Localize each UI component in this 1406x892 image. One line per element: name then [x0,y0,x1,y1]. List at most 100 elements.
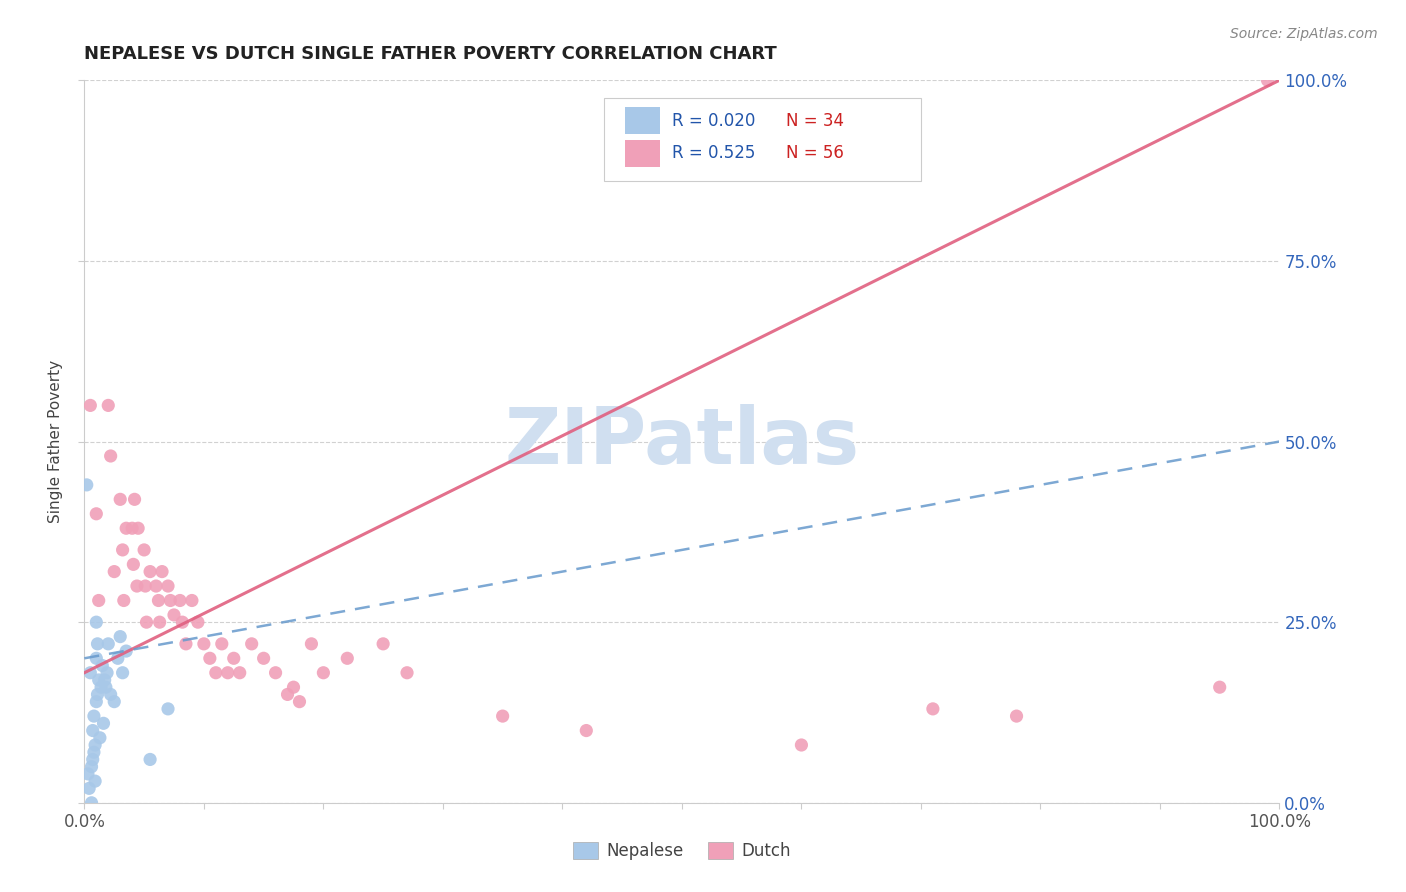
Point [222,651,245,665]
Point [135,615,157,630]
Point [84,774,107,789]
Text: R = 0.525: R = 0.525 [672,145,755,162]
Point [96,665,118,680]
FancyBboxPatch shape [624,139,661,167]
Point [83,709,105,723]
Point [86,651,108,665]
Text: Source: ZipAtlas.com: Source: ZipAtlas.com [1230,27,1378,41]
Point [169,593,191,607]
Point [87,593,110,607]
Point [89,731,111,745]
Point [139,752,162,766]
Point [127,521,149,535]
Point [93,716,115,731]
Point [76,478,98,492]
Point [103,565,125,579]
FancyBboxPatch shape [605,98,921,181]
Point [174,637,197,651]
Point [111,665,134,680]
Point [115,521,138,535]
Point [283,680,305,694]
Point [86,695,108,709]
Point [86,615,108,630]
Point [193,637,215,651]
Point [134,579,156,593]
Point [575,723,598,738]
Point [150,565,173,579]
Point [229,665,252,680]
Point [187,615,209,630]
Point [172,615,194,630]
Point [492,709,515,723]
Point [240,637,263,651]
Point [122,558,145,572]
Point [100,449,122,463]
Point [97,637,120,651]
Point [91,658,114,673]
Point [107,651,129,665]
Point [110,492,132,507]
Point [84,738,107,752]
Point [205,665,228,680]
Point [396,665,419,680]
Point [90,680,112,694]
Point [87,673,110,687]
Point [217,665,239,680]
Point [115,644,138,658]
Point [80,796,103,810]
Point [83,745,105,759]
Point [77,781,100,796]
Point [288,695,311,709]
Point [82,723,104,738]
Point [94,680,117,694]
Point [1257,73,1279,87]
Point [132,542,156,557]
Point [80,760,103,774]
Point [86,507,108,521]
Point [157,579,180,593]
Point [790,738,813,752]
Point [121,521,143,535]
Point [264,665,287,680]
FancyBboxPatch shape [624,107,661,135]
Point [312,665,335,680]
Point [77,767,100,781]
Point [157,702,180,716]
Point [79,665,101,680]
Point [125,579,148,593]
Point [79,398,101,412]
Point [86,687,108,701]
Text: N = 34: N = 34 [786,112,844,129]
Text: ZIPatlas: ZIPatlas [505,403,859,480]
Point [86,637,108,651]
Point [1005,709,1028,723]
Point [181,593,204,607]
Point [110,630,132,644]
Point [922,702,945,716]
Point [111,542,134,557]
Y-axis label: Single Father Poverty: Single Father Poverty [48,360,63,523]
Point [103,695,125,709]
Point [82,752,104,766]
Text: R = 0.020: R = 0.020 [672,112,755,129]
Point [148,593,170,607]
Point [211,637,233,651]
Point [149,615,172,630]
Point [336,651,359,665]
Point [112,593,135,607]
Point [139,565,162,579]
Point [159,593,181,607]
Point [100,687,122,701]
Point [277,687,299,701]
Point [198,651,221,665]
Point [301,637,323,651]
Point [124,492,146,507]
Point [93,673,115,687]
Point [1209,680,1232,694]
Point [253,651,276,665]
Point [373,637,395,651]
Text: NEPALESE VS DUTCH SINGLE FATHER POVERTY CORRELATION CHART: NEPALESE VS DUTCH SINGLE FATHER POVERTY … [84,45,778,63]
Point [163,607,186,622]
Text: N = 56: N = 56 [786,145,844,162]
Point [145,579,167,593]
